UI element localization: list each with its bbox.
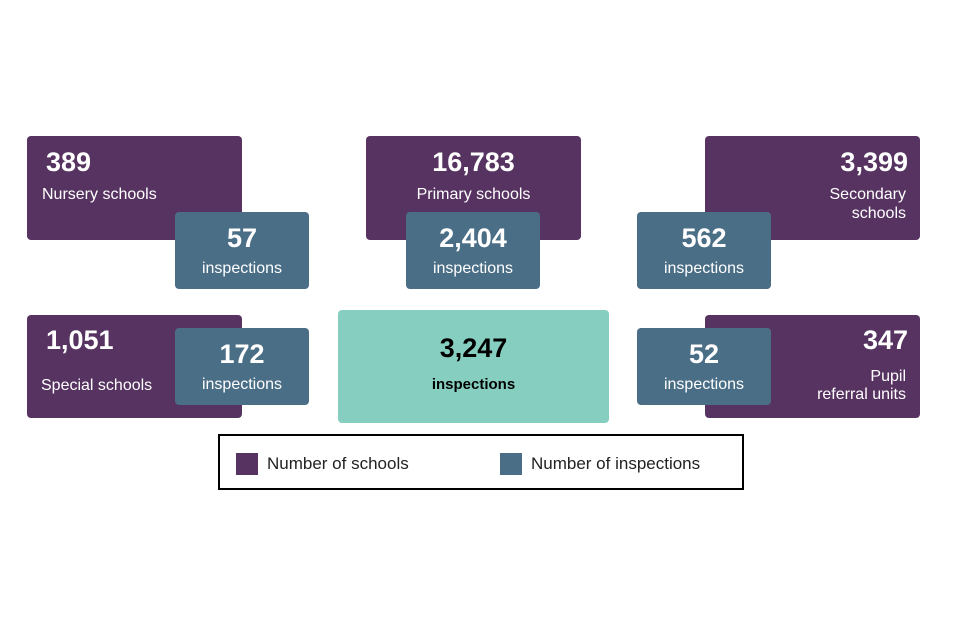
- legend-schools-swatch: [236, 453, 258, 475]
- special-inspections-box: 172 inspections: [175, 328, 309, 405]
- pru-inspections-box: 52 inspections: [637, 328, 771, 405]
- nursery-schools-label: Nursery schools: [42, 186, 157, 203]
- primary-schools-label: Primary schools: [416, 186, 531, 203]
- pru-inspections-count: 52: [688, 339, 720, 369]
- secondary-schools-count: 3,399: [840, 147, 908, 177]
- secondary-inspections-box: 562 inspections: [637, 212, 771, 289]
- primary-inspections-box: 2,404 inspections: [406, 212, 540, 289]
- pru-schools-label-line1: Pupil: [870, 368, 906, 385]
- special-inspections-count: 172: [219, 339, 265, 369]
- special-inspections-label: inspections: [201, 376, 283, 393]
- secondary-schools-label-line2: schools: [851, 205, 906, 222]
- nursery-inspections-label: inspections: [201, 260, 283, 277]
- special-schools-count: 1,051: [46, 325, 114, 355]
- special-schools-label: Special schools: [41, 377, 153, 394]
- primary-inspections-label: inspections: [432, 260, 514, 277]
- nursery-schools-count: 389: [46, 147, 92, 177]
- legend-schools-label: Number of schools: [267, 454, 409, 473]
- nursery-inspections-box: 57 inspections: [175, 212, 309, 289]
- total-inspections-label: inspections: [431, 376, 516, 393]
- secondary-schools-label-line1: Secondary: [829, 186, 907, 203]
- legend: Number of schools Number of inspections: [218, 434, 744, 490]
- primary-schools-count: 16,783: [432, 147, 515, 177]
- secondary-inspections-count: 562: [681, 223, 727, 253]
- nursery-schools-box: 389 Nursery schools: [27, 136, 242, 240]
- pru-schools-label-line2: referral units: [817, 386, 906, 403]
- secondary-inspections-label: inspections: [663, 260, 745, 277]
- primary-inspections-count: 2,404: [439, 223, 507, 253]
- nursery-inspections-count: 57: [226, 223, 258, 253]
- legend-inspections-swatch: [500, 453, 522, 475]
- pru-inspections-label: inspections: [663, 376, 745, 393]
- total-inspections-count: 3,247: [439, 333, 508, 363]
- primary-schools-box: 16,783 Primary schools: [366, 136, 581, 240]
- legend-inspections-label: Number of inspections: [531, 454, 701, 473]
- pru-schools-count: 347: [862, 325, 908, 355]
- total-inspections-box: 3,247 inspections: [338, 310, 609, 423]
